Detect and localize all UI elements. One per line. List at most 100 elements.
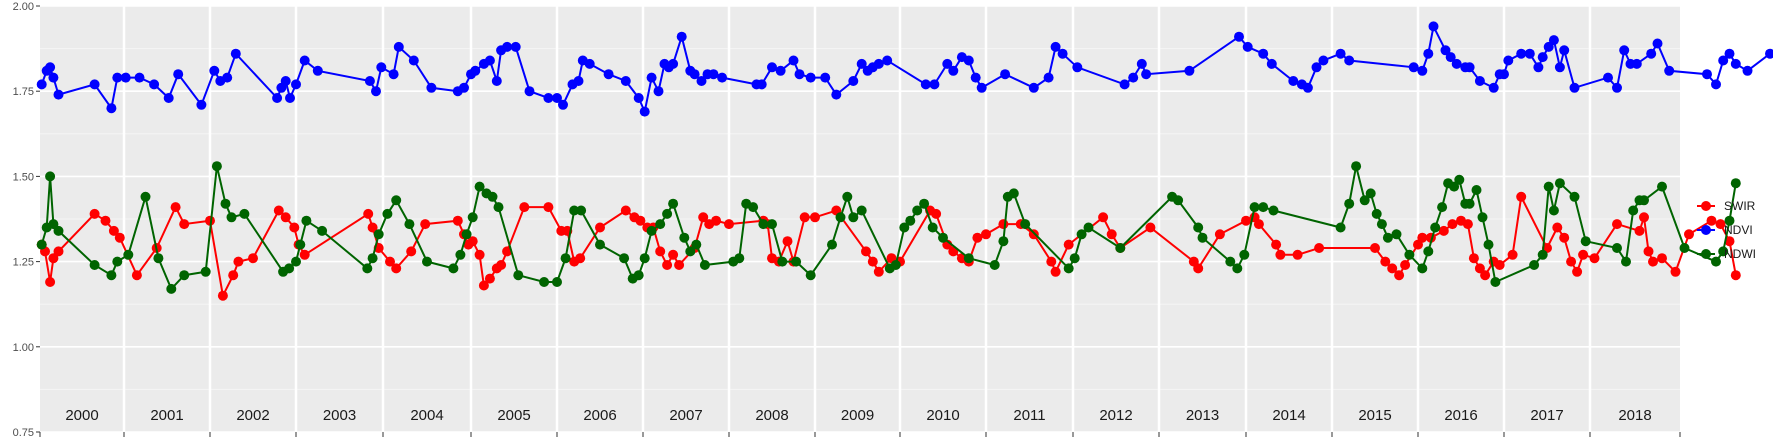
data-point-swir xyxy=(1462,219,1473,230)
data-point-swir xyxy=(1648,256,1658,267)
data-point-ndwi xyxy=(848,212,859,223)
data-point-ndvi xyxy=(1428,21,1439,32)
data-point-ndvi xyxy=(1548,35,1559,46)
data-point-swir xyxy=(1050,266,1061,277)
data-point-swir xyxy=(233,256,244,267)
data-point-ndvi xyxy=(767,62,777,73)
data-point-ndvi xyxy=(1028,82,1039,93)
data-point-ndvi xyxy=(929,79,940,90)
legend-label: SWIR xyxy=(1724,199,1756,213)
data-point-ndvi xyxy=(882,55,893,66)
data-point-swir xyxy=(620,205,631,216)
data-point-ndwi xyxy=(1020,219,1031,230)
data-point-ndwi xyxy=(1063,263,1074,274)
data-point-swir xyxy=(496,260,507,270)
data-point-ndwi xyxy=(1249,202,1260,213)
data-point-ndvi xyxy=(1619,45,1630,56)
data-point-ndwi xyxy=(827,239,837,250)
data-point-swir xyxy=(217,290,228,301)
year-label: 2018 xyxy=(1618,407,1651,424)
data-point-swir xyxy=(662,260,673,270)
data-point-ndvi xyxy=(1451,58,1462,69)
data-point-ndwi xyxy=(685,246,696,257)
data-point-swir xyxy=(1559,232,1570,243)
data-point-swir xyxy=(363,208,374,219)
data-point-ndwi xyxy=(835,212,846,223)
data-point-ndwi xyxy=(220,198,231,209)
year-label: 2004 xyxy=(410,407,443,424)
data-point-swir xyxy=(131,270,142,281)
data-point-swir xyxy=(1706,215,1717,226)
data-point-swir xyxy=(1634,225,1645,236)
data-point-ndwi xyxy=(1376,219,1387,230)
data-point-ndvi xyxy=(1503,55,1514,66)
data-point-swir xyxy=(114,232,125,243)
data-point-ndvi xyxy=(1318,55,1329,66)
data-point-swir xyxy=(1715,219,1726,230)
data-point-swir xyxy=(1639,212,1649,223)
data-point-ndwi xyxy=(662,208,673,219)
data-point-ndwi xyxy=(467,212,478,223)
legend-item-ndwi: NDWI xyxy=(1697,247,1756,261)
data-point-ndvi xyxy=(1258,48,1269,59)
data-point-swir xyxy=(53,246,64,257)
data-point-ndvi xyxy=(1057,48,1068,59)
data-point-ndvi xyxy=(1765,48,1773,59)
year-label: 2012 xyxy=(1099,407,1132,424)
data-point-ndvi xyxy=(1423,48,1434,59)
data-point-ndvi xyxy=(1136,58,1147,69)
data-point-ndwi xyxy=(539,277,550,287)
data-point-swir xyxy=(1380,256,1391,267)
data-point-ndwi xyxy=(1430,222,1441,233)
data-point-ndwi xyxy=(989,260,1000,270)
data-point-ndvi xyxy=(1488,82,1499,93)
data-point-ndwi xyxy=(106,270,117,281)
data-point-swir xyxy=(1214,229,1225,240)
data-point-ndvi xyxy=(552,93,562,103)
data-point-swir xyxy=(668,249,679,260)
data-point-ndwi xyxy=(89,260,100,270)
data-point-swir xyxy=(1507,249,1518,260)
data-point-swir xyxy=(502,246,513,257)
data-point-ndwi xyxy=(619,253,630,264)
data-point-ndvi xyxy=(1559,45,1570,56)
year-label: 2007 xyxy=(669,407,702,424)
data-point-ndvi xyxy=(1050,41,1061,52)
data-point-ndvi xyxy=(510,41,521,52)
data-point-swir xyxy=(1643,246,1654,257)
data-point-ndvi xyxy=(948,65,959,76)
grid-layer xyxy=(40,5,1680,433)
data-point-ndwi xyxy=(1371,208,1382,219)
legend-item-ndvi: NDVI xyxy=(1697,223,1753,237)
data-point-ndvi xyxy=(1302,82,1313,93)
data-point-swir xyxy=(48,253,59,264)
data-point-swir xyxy=(1046,256,1057,267)
data-point-ndvi xyxy=(633,93,644,103)
axis-layer: 0.75 1.00 1.25 1.50 1.75 2.00 2000 2001 2002 2003… xyxy=(13,1,1681,439)
data-point-ndwi xyxy=(734,253,745,264)
data-point-ndvi xyxy=(1724,48,1735,59)
data-point-ndwi xyxy=(679,232,690,243)
data-point-ndvi xyxy=(371,86,381,97)
data-point-swir xyxy=(1447,219,1458,230)
data-point-ndwi xyxy=(699,260,710,270)
y-tick-label: 1.00 xyxy=(13,342,34,354)
data-point-ndvi xyxy=(1119,79,1130,90)
data-point-swir xyxy=(1494,260,1505,270)
data-point-swir xyxy=(1253,219,1264,230)
data-point-swir xyxy=(1063,239,1074,250)
data-point-ndvi xyxy=(106,103,117,114)
data-point-ndwi xyxy=(1679,243,1690,253)
data-point-ndvi xyxy=(1524,48,1535,59)
data-point-ndwi xyxy=(552,277,562,287)
year-label: 2011 xyxy=(1013,407,1045,424)
data-point-ndwi xyxy=(1464,198,1475,209)
data-point-ndvi xyxy=(1652,38,1663,49)
data-point-ndwi xyxy=(569,205,580,216)
data-point-swir xyxy=(782,236,793,247)
data-point-ndwi xyxy=(576,205,587,216)
data-point-swir xyxy=(289,222,300,233)
data-point-ndvi xyxy=(1474,76,1485,86)
data-point-swir xyxy=(674,260,685,270)
data-point-swir xyxy=(452,215,463,226)
